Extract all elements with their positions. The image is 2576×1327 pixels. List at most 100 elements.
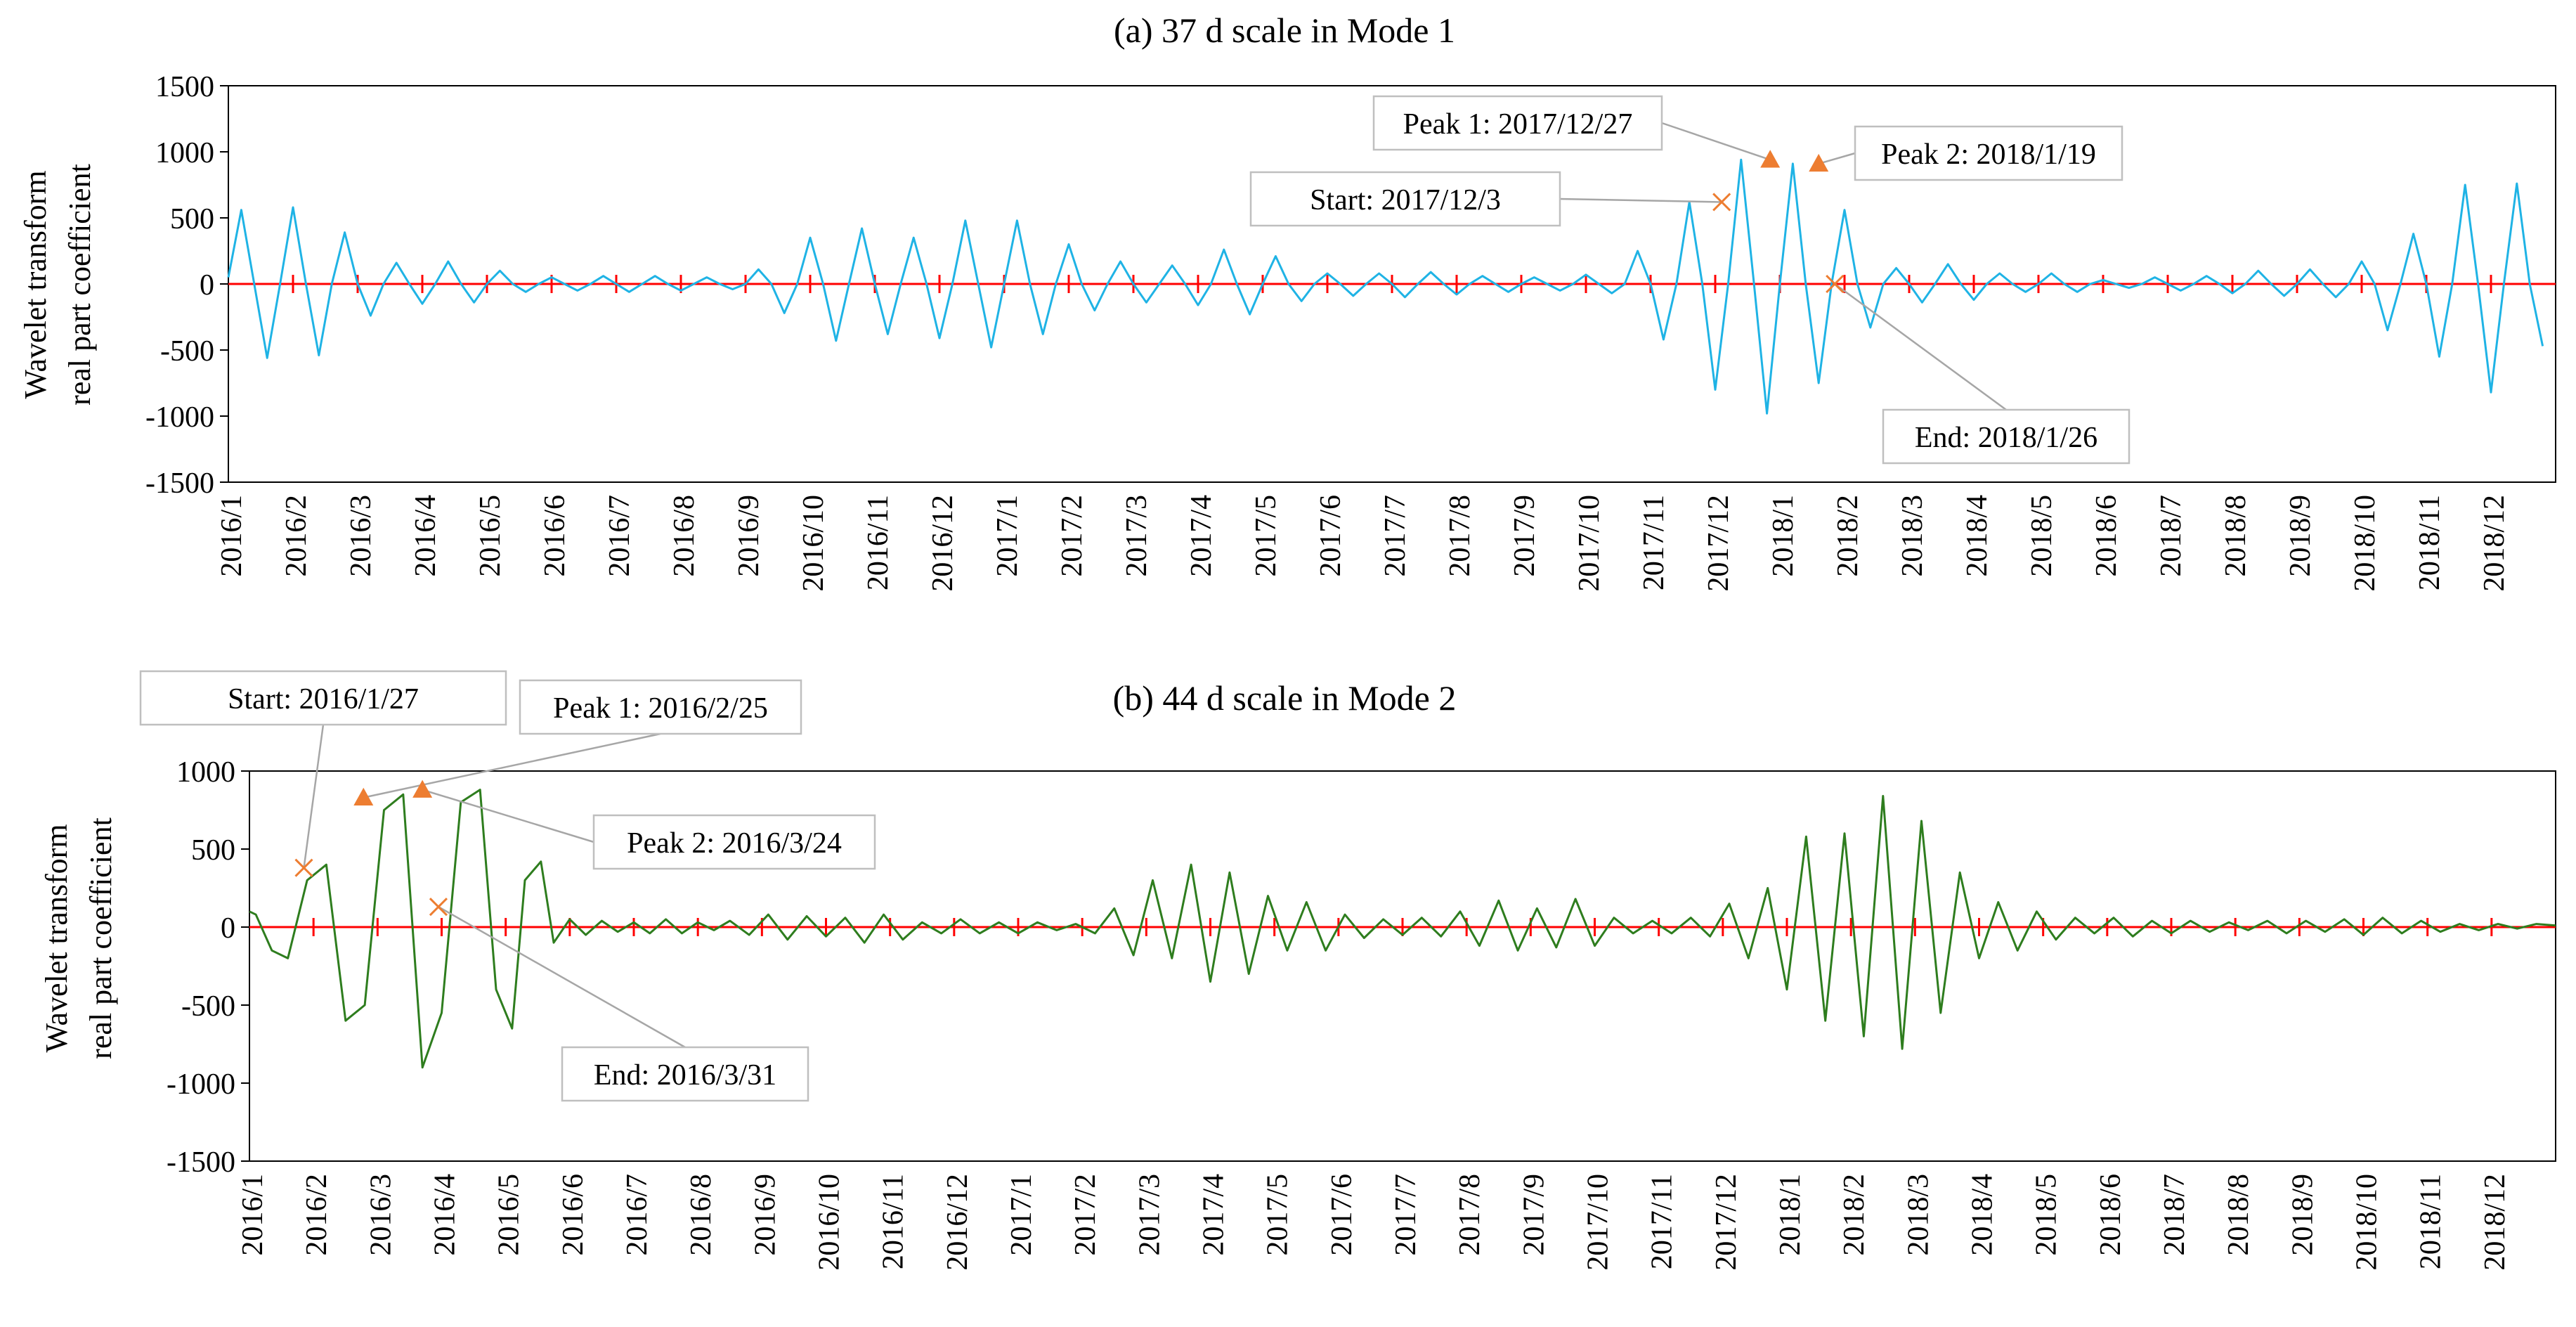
panel-a-xtick-label: 2016/11 xyxy=(862,495,895,590)
panel-b-ylabel-line2: real part coefficient xyxy=(84,817,118,1059)
panel-a-xtick-label: 2018/7 xyxy=(2155,495,2187,577)
panel-b-y-axis: 1000 500 0 -500 -1000 -1500 xyxy=(167,756,249,1179)
panel-b-xtick-label: 2016/12 xyxy=(942,1174,974,1271)
panel-b-ytick-label: -1500 xyxy=(167,1146,235,1179)
annotation-callout-box xyxy=(1372,95,1663,151)
panel-a-xtick-label: 2016/12 xyxy=(927,495,959,592)
panel-b-xtick-label: 2016/2 xyxy=(301,1174,333,1256)
panel-a-ylabel-line1: Wavelet transform xyxy=(18,170,53,399)
panel-a-xtick-label: 2016/6 xyxy=(539,495,571,577)
panel-a-ytick-label: 500 xyxy=(170,203,214,235)
panel-a-xtick-label: 2017/7 xyxy=(1379,495,1412,577)
panel-b: (b) 44 d scale in Mode 2 Wavelet transfo… xyxy=(39,670,2556,1271)
panel-b-xtick-label: 2016/8 xyxy=(685,1174,717,1256)
peak-marker xyxy=(1760,150,1781,168)
panel-a-xtick-label: 2018/9 xyxy=(2284,495,2317,577)
annotation-label-peak: Peak 1: 2017/12/27 xyxy=(1403,108,1633,141)
panel-b-ytick-label: 1000 xyxy=(176,756,235,789)
panel-a-xtick-label: 2016/3 xyxy=(345,495,377,577)
panel-b-ytick-label: 500 xyxy=(191,834,235,867)
panel-b-xtick-label: 2017/1 xyxy=(1006,1174,1038,1256)
panel-a: (a) 37 d scale in Mode 1 Wavelet transfo… xyxy=(18,11,2556,592)
panel-a-xtick-label: 2016/2 xyxy=(280,495,313,577)
annotation-label-end: End: 2018/1/26 xyxy=(1915,422,2097,454)
panel-a-xtick-label: 2017/11 xyxy=(1638,495,1670,590)
panel-b-annotations: Start: 2016/1/27 Peak 1: 2016/2/25 Peak 2:… xyxy=(139,670,876,1102)
panel-b-ylabel-line1: Wavelet transform xyxy=(39,824,74,1052)
panel-a-xtick-label: 2016/7 xyxy=(604,495,636,577)
annotation-leader-line xyxy=(438,906,686,1049)
panel-b-xtick-label: 2017/2 xyxy=(1069,1174,1102,1256)
panel-b-xtick-label: 2018/7 xyxy=(2159,1174,2191,1256)
annotation-leader-line xyxy=(363,732,661,798)
panel-b-xtick-label: 2018/5 xyxy=(2031,1174,2063,1256)
panel-a-xtick-label: 2018/2 xyxy=(1832,495,1864,577)
panel-b-ytick-label: 0 xyxy=(221,912,235,945)
panel-a-ytick-label: -1000 xyxy=(145,401,214,434)
annotation-label-peak: Peak 1: 2016/2/25 xyxy=(553,692,768,725)
panel-b-plot-frame xyxy=(249,770,2556,1162)
annotation-label-end: End: 2016/3/31 xyxy=(594,1059,776,1092)
end-marker xyxy=(429,898,448,917)
panel-a-xtick-label: 2016/4 xyxy=(410,495,442,577)
panel-a-xtick-label: 2017/4 xyxy=(1185,495,1218,577)
panel-a-xtick-label: 2016/5 xyxy=(474,495,507,577)
panel-b-xtick-label: 2018/11 xyxy=(2415,1174,2447,1269)
panel-a-xtick-label: 2017/5 xyxy=(1250,495,1282,577)
panel-a-xtick-label: 2017/6 xyxy=(1315,495,1347,577)
panel-a-xtick-label: 2017/2 xyxy=(1056,495,1088,577)
panel-a-series-line xyxy=(227,158,2544,415)
panel-b-xtick-label: 2018/9 xyxy=(2286,1174,2319,1256)
panel-b-xtick-label: 2016/7 xyxy=(621,1174,653,1256)
annotation-leader-line xyxy=(1559,198,1722,203)
panel-b-xtick-label: 2017/8 xyxy=(1454,1174,1486,1256)
panel-b-xtick-label: 2017/9 xyxy=(1518,1174,1550,1256)
panel-b-xtick-label: 2017/12 xyxy=(1710,1174,1743,1271)
panel-a-xtick-label: 2017/1 xyxy=(991,495,1024,577)
end-marker xyxy=(1826,274,1845,294)
start-marker xyxy=(1712,193,1731,212)
panel-a-xtick-label: 2018/12 xyxy=(2478,495,2511,592)
panel-b-xtick-label: 2017/10 xyxy=(1582,1174,1615,1271)
panel-b-xtick-label: 2016/1 xyxy=(237,1174,269,1256)
panel-a-xtick-label: 2018/6 xyxy=(2090,495,2123,577)
annotation-callout-box xyxy=(519,679,802,735)
panel-b-xtick-label: 2018/4 xyxy=(1967,1174,1999,1256)
panel-a-ylabel-line2: real part coefficient xyxy=(63,164,97,406)
annotation-leader-line xyxy=(1661,122,1771,161)
annotation-leader-line xyxy=(422,789,594,843)
panel-a-xtick-label: 2016/1 xyxy=(216,495,248,577)
panel-a-xtick-label: 2016/10 xyxy=(798,495,830,592)
panel-a-xtick-label: 2018/4 xyxy=(1961,495,1993,577)
panel-b-xtick-label: 2017/11 xyxy=(1646,1174,1679,1269)
annotation-label-peak: Peak 2: 2018/1/19 xyxy=(1881,138,2096,171)
annotation-callout-box xyxy=(139,670,507,726)
annotation-leader-line xyxy=(1834,283,2007,411)
panel-b-xtick-label: 2018/1 xyxy=(1774,1174,1807,1256)
panel-b-xtick-label: 2016/11 xyxy=(878,1174,910,1269)
panel-b-xtick-label: 2018/10 xyxy=(2351,1174,2383,1271)
annotation-callout-box xyxy=(561,1046,809,1102)
panel-b-series-line xyxy=(249,789,2556,1069)
panel-b-xtick-label: 2018/8 xyxy=(2223,1174,2255,1256)
panel-b-xtick-label: 2018/2 xyxy=(1838,1174,1871,1256)
panel-a-xtick-label: 2016/9 xyxy=(733,495,765,577)
peak-marker xyxy=(1809,153,1829,172)
panel-a-ytick-label: -1500 xyxy=(145,467,214,500)
panel-a-xtick-label: 2017/9 xyxy=(1509,495,1541,577)
annotation-label-peak: Peak 2: 2016/3/24 xyxy=(627,827,842,860)
panel-b-xtick-label: 2017/5 xyxy=(1262,1174,1294,1256)
panel-a-xtick-label: 2018/5 xyxy=(2026,495,2058,577)
annotation-label-start: Start: 2016/1/27 xyxy=(228,683,419,716)
panel-b-xtick-label: 2016/5 xyxy=(493,1174,526,1256)
annotation-leader-line xyxy=(1818,152,1856,165)
annotation-leader-line xyxy=(303,724,325,868)
start-marker xyxy=(294,858,313,877)
panel-b-xtick-label: 2018/12 xyxy=(2479,1174,2511,1271)
panel-a-xtick-label: 2018/10 xyxy=(2349,495,2381,592)
panel-b-xtick-label: 2017/3 xyxy=(1133,1174,1166,1256)
panel-a-ytick-label: 1000 xyxy=(155,137,214,169)
panel-b-xtick-label: 2016/3 xyxy=(365,1174,397,1256)
panel-a-ytick-label: 1500 xyxy=(155,71,214,103)
